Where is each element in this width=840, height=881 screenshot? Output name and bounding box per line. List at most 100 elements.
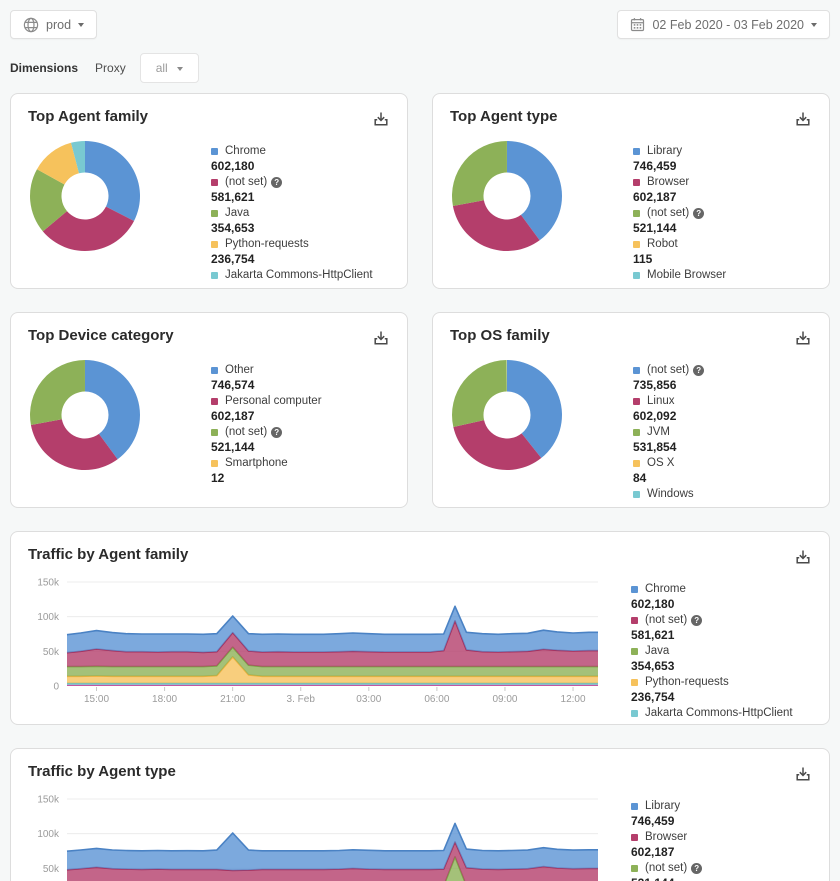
legend-label: Mobile Browser: [647, 269, 727, 281]
date-range-button[interactable]: 02 Feb 2020 - 03 Feb 2020: [617, 10, 830, 39]
legend-label: Linux: [647, 395, 675, 407]
donut-chart[interactable]: [29, 359, 141, 471]
download-button[interactable]: [370, 327, 392, 349]
legend-swatch: [633, 178, 640, 186]
legend-label: (not set): [645, 614, 688, 626]
stacked-area-chart[interactable]: 0 50k 100k 150k 15:00 18:00 21:00 3. Feb 03:00 06…: [13, 572, 603, 704]
download-button[interactable]: [370, 108, 392, 130]
card-traffic-agent-family: Traffic by Agent family 0 50k 100k 150k 15:0…: [10, 531, 830, 725]
card-top-agent-type: Top Agent type Library 746,459 Browser 602,…: [432, 93, 830, 289]
download-button[interactable]: [792, 546, 814, 568]
legend-item: Mobile Browser: [633, 268, 823, 282]
legend-value: 602,187: [633, 190, 677, 204]
legend-value: 236,754: [211, 252, 255, 266]
donut-slice-(not set)[interactable]: [507, 360, 562, 459]
legend-item: Personal computer 602,187: [211, 394, 401, 423]
legend-swatch: [211, 397, 218, 405]
legend-item: Jakarta Commons-HttpClient: [631, 706, 836, 720]
proxy-filter-value: all: [155, 61, 168, 75]
legend-swatch: [631, 864, 638, 872]
legend-item: (not set) 581,621: [211, 175, 401, 204]
card-title: Traffic by Agent type: [28, 763, 176, 780]
donut-slice-Python-requests[interactable]: [36, 142, 80, 185]
y-axis-tick-label: 150k: [37, 578, 60, 589]
card-title: Top Device category: [28, 327, 174, 344]
legend-value: 521,144: [211, 440, 255, 454]
legend-item: Robot 115: [633, 237, 823, 266]
donut-slice-Chrome[interactable]: [85, 141, 141, 221]
help-icon[interactable]: [693, 207, 705, 219]
help-icon[interactable]: [271, 426, 283, 438]
donut-chart[interactable]: [451, 359, 563, 471]
download-button[interactable]: [792, 327, 814, 349]
chart-legend: Other 746,574 Personal computer 602,187 (not…: [211, 363, 401, 487]
legend-swatch: [633, 147, 640, 155]
y-axis-tick-label: 100k: [37, 829, 60, 840]
help-icon[interactable]: [691, 862, 703, 874]
globe-icon: [23, 17, 39, 32]
legend-swatch: [633, 209, 640, 217]
download-button[interactable]: [792, 763, 814, 785]
y-axis-tick-label: 50k: [43, 864, 60, 875]
legend-label: Smartphone: [225, 457, 288, 469]
legend-swatch: [631, 616, 638, 624]
legend-value: 354,653: [211, 221, 255, 235]
donut-slice-Library[interactable]: [507, 141, 563, 241]
legend-item: Jakarta Commons-HttpClient: [211, 268, 401, 282]
chevron-down-icon: [78, 23, 85, 27]
legend-item: (not set) 735,856: [633, 363, 823, 392]
donut-slice-Browser[interactable]: [452, 200, 540, 252]
proxy-filter-dropdown[interactable]: all: [139, 53, 199, 83]
chevron-down-icon: [811, 23, 817, 27]
legend-label: (not set): [647, 364, 690, 376]
legend-label: (not set): [645, 862, 688, 874]
y-axis-tick-label: 0: [53, 682, 59, 693]
help-icon[interactable]: [691, 614, 703, 626]
legend-value: 236,754: [631, 690, 675, 704]
donut-chart[interactable]: [451, 140, 563, 252]
help-icon[interactable]: [271, 176, 283, 188]
legend-item: Browser 602,187: [633, 175, 823, 204]
download-icon: [796, 767, 810, 781]
legend-value: 602,180: [631, 597, 675, 611]
donut-slice-Jakarta Commons-HttpClient[interactable]: [70, 141, 85, 174]
legend-swatch: [211, 366, 218, 374]
card-title: Top OS family: [450, 327, 550, 344]
help-icon[interactable]: [693, 364, 705, 376]
legend-swatch: [631, 833, 638, 841]
area-series-fill-Chrome: [67, 606, 598, 653]
download-button[interactable]: [792, 108, 814, 130]
legend-item: (not set) 521,144: [631, 861, 836, 881]
donut-slice-(not set)[interactable]: [42, 206, 135, 252]
legend-item: (not set) 521,144: [633, 206, 823, 235]
legend-item: JVM 531,854: [633, 425, 823, 454]
x-axis-tick-label: 03:00: [356, 694, 381, 704]
legend-label: Windows: [647, 488, 694, 500]
environment-selector[interactable]: prod: [10, 10, 98, 39]
donut-slice-JVM[interactable]: [452, 360, 507, 428]
legend-label: Browser: [647, 176, 690, 188]
legend-value: 746,574: [211, 378, 255, 392]
legend-item: Java 354,653: [631, 644, 836, 673]
y-axis-tick-label: 150k: [37, 795, 60, 806]
donut-slice-Linux[interactable]: [453, 420, 542, 470]
legend-swatch: [631, 709, 638, 717]
legend-swatch: [211, 459, 218, 467]
dimensions-label: Dimensions: [10, 61, 79, 75]
donut-slice-Personal computer[interactable]: [30, 419, 118, 470]
calendar-icon: [631, 18, 645, 32]
donut-slice-Java[interactable]: [29, 169, 67, 232]
x-axis-tick-label: 12:00: [561, 694, 586, 704]
legend-item: Windows: [633, 487, 823, 501]
download-icon: [796, 331, 810, 345]
legend-swatch: [633, 366, 640, 374]
donut-slice-(not set)[interactable]: [30, 360, 85, 425]
chart-legend: Chrome 602,180 (not set) 581,621 Java 354,653…: [631, 582, 836, 722]
legend-swatch: [631, 585, 638, 593]
donut-chart[interactable]: [29, 140, 141, 252]
donut-slice-(not set)[interactable]: [451, 141, 507, 207]
legend-item: Python-requests 236,754: [211, 237, 401, 266]
donut-slice-Other[interactable]: [85, 360, 140, 460]
legend-value: 115: [633, 252, 653, 266]
